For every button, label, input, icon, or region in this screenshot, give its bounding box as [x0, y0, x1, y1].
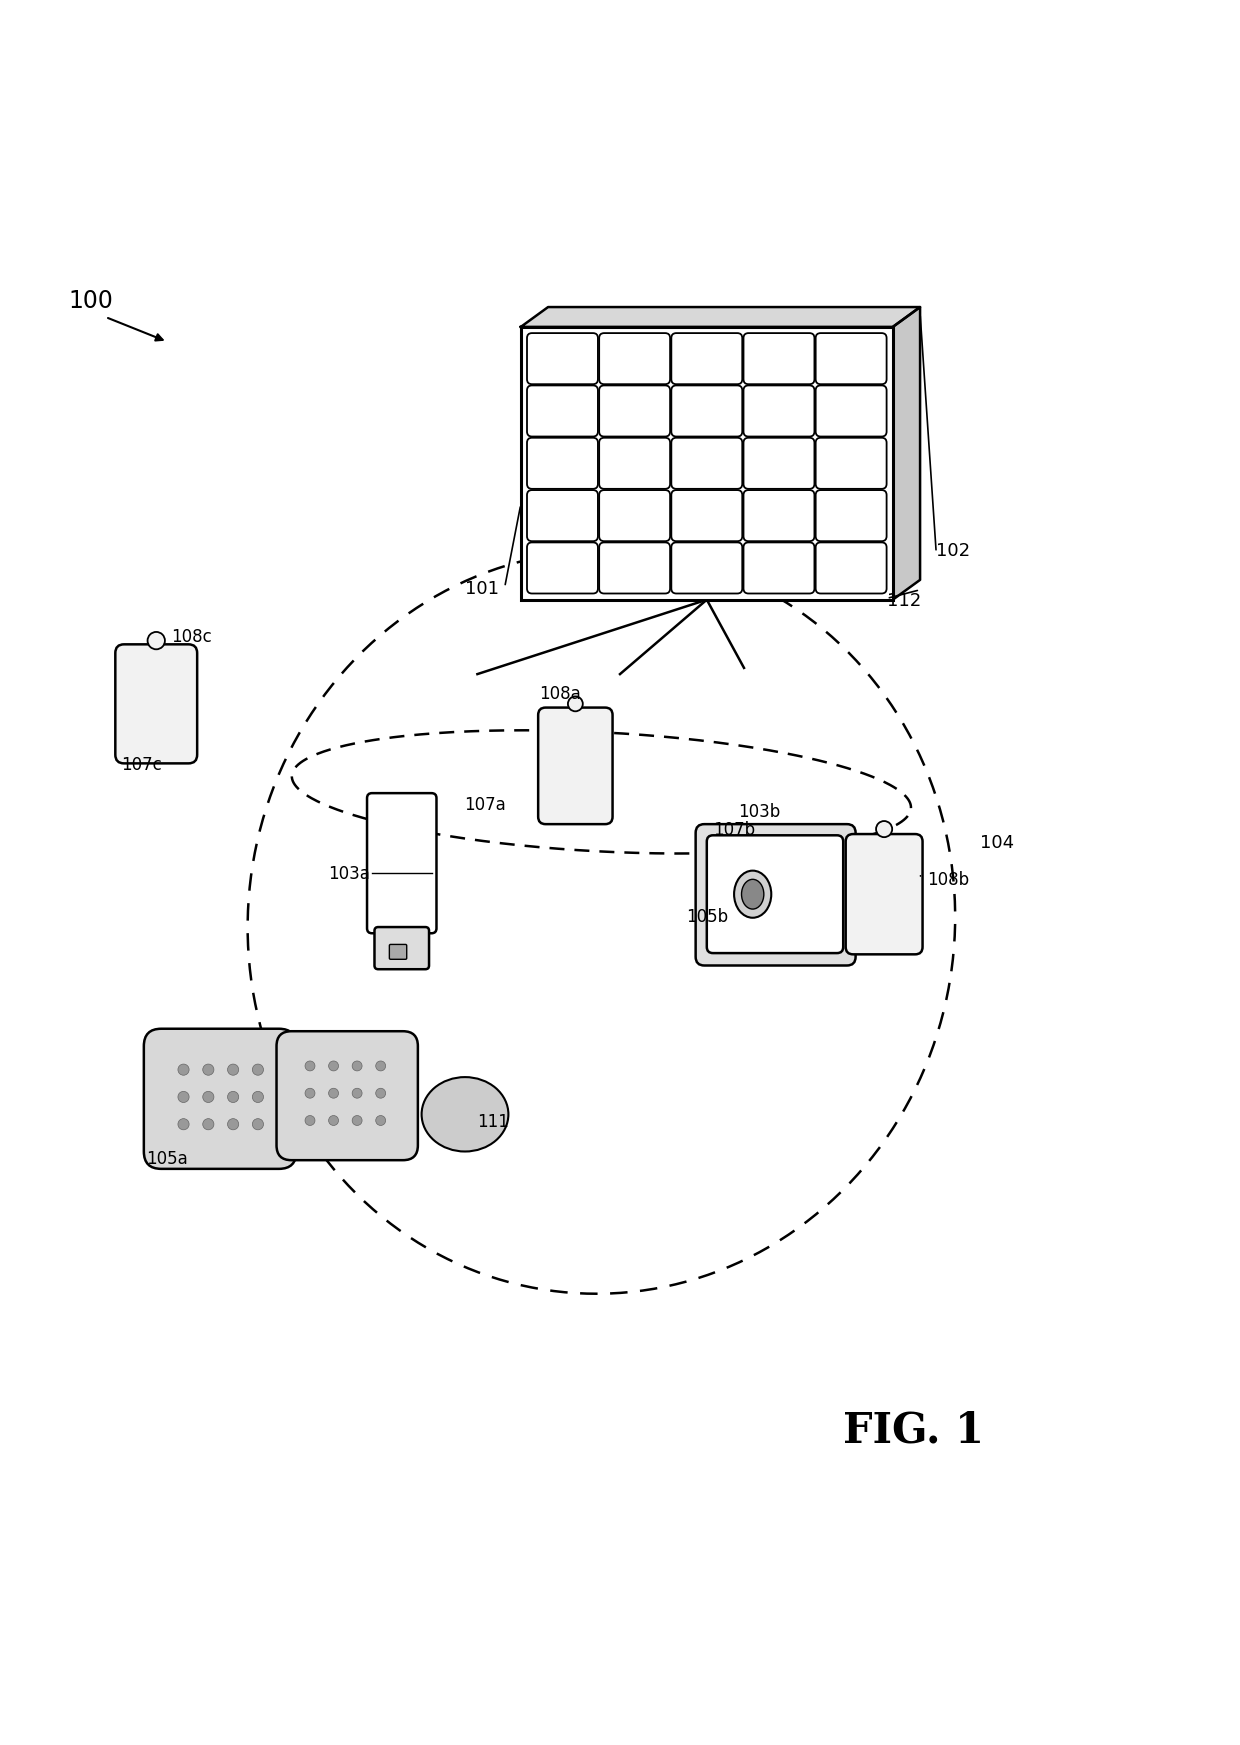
FancyBboxPatch shape	[527, 386, 598, 436]
FancyBboxPatch shape	[367, 794, 436, 934]
Ellipse shape	[177, 1091, 188, 1103]
FancyBboxPatch shape	[115, 644, 197, 763]
FancyBboxPatch shape	[671, 333, 743, 384]
FancyBboxPatch shape	[527, 438, 598, 489]
FancyBboxPatch shape	[527, 333, 598, 384]
Ellipse shape	[253, 1064, 263, 1075]
Bar	[521, 326, 893, 600]
Ellipse shape	[329, 1061, 339, 1071]
Text: 100: 100	[68, 290, 113, 314]
FancyBboxPatch shape	[527, 490, 598, 541]
Text: 107a: 107a	[464, 796, 506, 815]
FancyBboxPatch shape	[696, 824, 856, 965]
Text: 107c: 107c	[122, 756, 162, 773]
FancyBboxPatch shape	[744, 490, 815, 541]
Ellipse shape	[568, 696, 583, 712]
Text: FIG. 1: FIG. 1	[843, 1410, 985, 1452]
Text: 105b: 105b	[686, 907, 728, 927]
Ellipse shape	[227, 1119, 238, 1129]
FancyBboxPatch shape	[816, 438, 887, 489]
Text: 101: 101	[465, 579, 498, 597]
Text: 105a: 105a	[146, 1150, 188, 1167]
FancyBboxPatch shape	[671, 438, 743, 489]
Text: 107b: 107b	[713, 822, 755, 839]
Ellipse shape	[422, 1077, 508, 1152]
Ellipse shape	[253, 1091, 263, 1103]
Ellipse shape	[376, 1089, 386, 1098]
Text: 111: 111	[477, 1113, 510, 1131]
FancyBboxPatch shape	[671, 543, 743, 593]
Ellipse shape	[202, 1091, 213, 1103]
Ellipse shape	[202, 1064, 213, 1075]
Ellipse shape	[329, 1115, 339, 1126]
FancyBboxPatch shape	[144, 1030, 296, 1169]
FancyBboxPatch shape	[374, 927, 429, 968]
FancyBboxPatch shape	[816, 490, 887, 541]
FancyBboxPatch shape	[846, 834, 923, 955]
Ellipse shape	[305, 1115, 315, 1126]
FancyBboxPatch shape	[599, 543, 670, 593]
FancyBboxPatch shape	[527, 543, 598, 593]
Ellipse shape	[734, 871, 771, 918]
FancyBboxPatch shape	[538, 707, 613, 824]
FancyBboxPatch shape	[599, 438, 670, 489]
Text: 104: 104	[980, 834, 1014, 852]
Ellipse shape	[253, 1119, 263, 1129]
Ellipse shape	[227, 1091, 238, 1103]
Ellipse shape	[305, 1089, 315, 1098]
FancyBboxPatch shape	[816, 333, 887, 384]
Ellipse shape	[376, 1115, 386, 1126]
Ellipse shape	[202, 1119, 213, 1129]
Ellipse shape	[742, 879, 764, 909]
Polygon shape	[893, 307, 920, 600]
FancyBboxPatch shape	[277, 1031, 418, 1160]
FancyBboxPatch shape	[744, 438, 815, 489]
FancyBboxPatch shape	[816, 386, 887, 436]
Text: 102: 102	[936, 543, 971, 560]
FancyBboxPatch shape	[599, 386, 670, 436]
FancyBboxPatch shape	[389, 944, 407, 960]
Ellipse shape	[875, 822, 892, 838]
Text: 103a: 103a	[329, 866, 371, 883]
FancyBboxPatch shape	[816, 543, 887, 593]
FancyBboxPatch shape	[744, 543, 815, 593]
FancyBboxPatch shape	[744, 386, 815, 436]
Text: 108c: 108c	[171, 628, 212, 646]
Ellipse shape	[352, 1061, 362, 1071]
Ellipse shape	[305, 1061, 315, 1071]
Ellipse shape	[227, 1064, 238, 1075]
FancyBboxPatch shape	[671, 490, 743, 541]
FancyBboxPatch shape	[744, 333, 815, 384]
Text: 103b: 103b	[738, 803, 780, 820]
FancyBboxPatch shape	[707, 836, 843, 953]
Ellipse shape	[177, 1064, 188, 1075]
Text: 112: 112	[887, 592, 921, 611]
Ellipse shape	[352, 1089, 362, 1098]
Polygon shape	[521, 307, 920, 326]
Ellipse shape	[177, 1119, 188, 1129]
Text: 108a: 108a	[539, 684, 582, 703]
Ellipse shape	[352, 1115, 362, 1126]
Ellipse shape	[376, 1061, 386, 1071]
Ellipse shape	[148, 632, 165, 649]
Ellipse shape	[329, 1089, 339, 1098]
FancyBboxPatch shape	[599, 490, 670, 541]
FancyBboxPatch shape	[599, 333, 670, 384]
FancyBboxPatch shape	[671, 386, 743, 436]
Text: 108b: 108b	[928, 871, 970, 888]
